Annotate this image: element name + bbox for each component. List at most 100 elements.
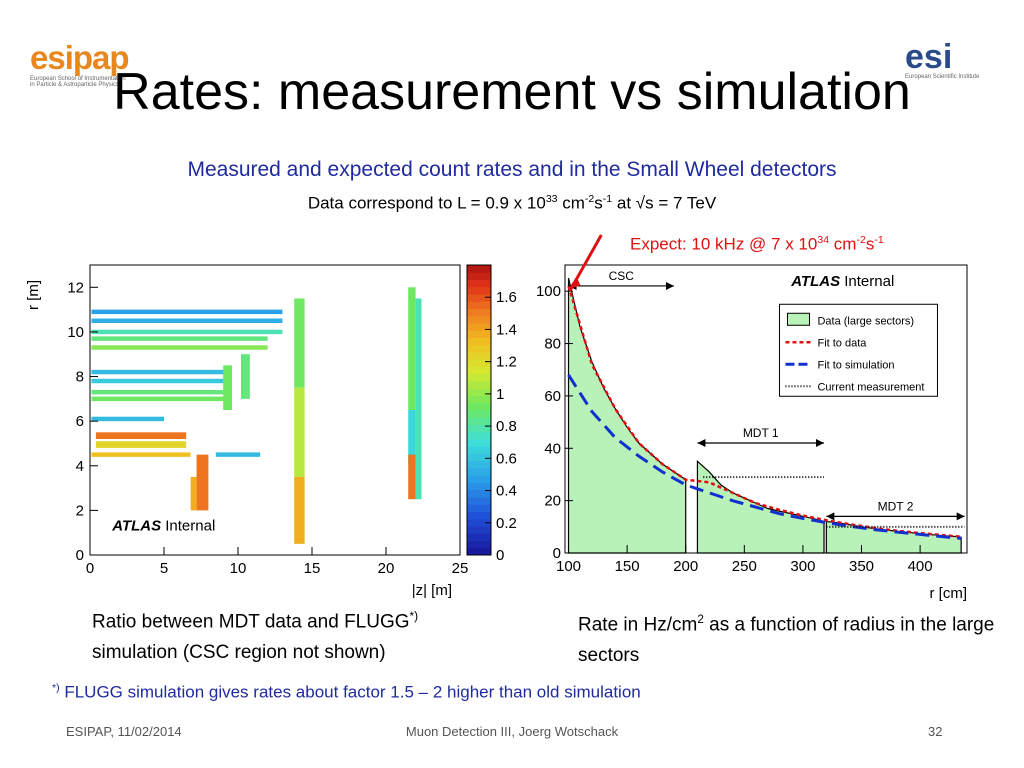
y-tick-label: 100 <box>536 283 561 300</box>
colorbar-segment <box>467 286 491 295</box>
colorbar-segment <box>467 373 491 382</box>
x-tick-label: 300 <box>790 558 815 575</box>
footnote-text: FLUGG simulation gives rates about facto… <box>59 682 641 702</box>
region-arrow-head <box>665 281 674 290</box>
colorbar-segment <box>467 294 491 302</box>
heatmap-cell <box>91 318 283 323</box>
lumi-exp2: -2 <box>584 193 595 205</box>
colorbar-segment <box>467 366 491 375</box>
colorbar-segment <box>467 381 491 389</box>
expect-exp1: 34 <box>817 234 830 246</box>
y-tick-label: 6 <box>76 413 84 430</box>
expect-annotation: Expect: 10 kHz @ 7 x 1034 cm-2s-1 <box>630 234 884 255</box>
colorbar-segment <box>467 475 491 483</box>
colorbar-tick-label: 1 <box>496 386 504 403</box>
heatmap-cell <box>91 369 231 375</box>
colorbar-segment <box>467 301 491 309</box>
heatmap-cell <box>95 432 187 439</box>
y-axis-label: r [m] <box>25 280 42 310</box>
y-tick-label: 0 <box>76 547 84 564</box>
expect-exp2: -2 <box>856 234 866 246</box>
colorbar-segment <box>467 497 491 505</box>
region-label: MDT 2 <box>878 499 914 513</box>
footnote: *) FLUGG simulation gives rates about fa… <box>52 682 641 703</box>
region-label: CSC <box>609 269 635 283</box>
heatmap-cell <box>91 378 231 384</box>
colorbar-segment <box>467 482 491 491</box>
colorbar-segment <box>467 344 491 353</box>
colorbar-segment <box>467 395 491 404</box>
colorbar-segment <box>467 402 491 411</box>
x-tick-label: 15 <box>304 560 321 577</box>
colorbar-segment <box>467 352 491 360</box>
colorbar-segment <box>467 540 491 549</box>
colorbar-segment <box>467 424 491 433</box>
x-tick-label: 100 <box>556 558 581 575</box>
right-caption-sup: 2 <box>697 613 704 626</box>
fit-to-simulation-line <box>567 374 962 540</box>
x-tick-label: 400 <box>908 558 933 575</box>
region-arrow-tail <box>697 439 706 448</box>
colorbar-segment <box>467 446 491 454</box>
esipap-logo-sub1: European School of Instrumentation <box>30 76 126 82</box>
expect-exp3: -1 <box>874 234 884 246</box>
colorbar-frame <box>466 264 492 556</box>
colorbar-tick-label: 1.6 <box>496 289 517 306</box>
colorbar-segment <box>467 265 491 273</box>
heatmap-cell <box>91 329 283 335</box>
heatmap-cell <box>223 365 233 410</box>
atlas-bold: ATLAS <box>111 517 161 534</box>
lumi-unit1: cm <box>557 193 585 213</box>
region-arrow-head <box>956 512 965 521</box>
heatmap-cell <box>91 345 268 350</box>
esi-logo-text: esi <box>905 38 953 76</box>
lumi-prefix: Data correspond to L = 0.9 x 10 <box>307 193 546 213</box>
colorbar-segment <box>467 453 491 462</box>
heatmap-cell <box>215 452 261 457</box>
legend-entry-label: Fit to data <box>817 337 867 349</box>
colorbar-segment <box>467 323 491 331</box>
legend-entry-label: Data (large sectors) <box>817 315 914 327</box>
y-tick-label: 0 <box>553 545 561 562</box>
atlas-bold: ATLAS <box>790 273 840 290</box>
rate-vs-radius-chart: CSC MDT 1 MDT 2 100 150 200 250 300 350 400 0 20 40 6… <box>536 234 968 602</box>
expect-arrow-head <box>568 276 581 289</box>
heatmap-cell <box>196 454 209 511</box>
x-axis-label: |z| [m] <box>412 582 452 599</box>
colorbar-segment <box>467 388 491 396</box>
x-tick-label: 5 <box>160 560 168 577</box>
esi-logo-sub: European Scientific Institute <box>905 74 980 80</box>
footnote-mark: *) <box>52 682 60 694</box>
colorbar-segment <box>467 308 491 317</box>
colorbar-segment <box>467 533 491 541</box>
colorbar-tick-label: 1.4 <box>496 321 517 338</box>
heatmap-cell <box>415 298 422 500</box>
heatmap-cell <box>91 396 231 402</box>
x-tick-label: 10 <box>230 560 247 577</box>
region-arrow-head <box>816 439 825 448</box>
x-tick-label: 250 <box>732 558 757 575</box>
colorbar-segment <box>467 489 491 498</box>
x-tick-label: 200 <box>673 558 698 575</box>
colorbar-segment <box>467 504 491 512</box>
heatmap-cell <box>294 476 305 544</box>
y-tick-label: 40 <box>544 440 561 457</box>
y-tick-label: 12 <box>67 279 84 296</box>
left-caption-sup: *) <box>409 610 419 623</box>
y-tick-label: 4 <box>76 458 84 475</box>
expect-unit1: cm <box>829 234 857 254</box>
slide-subtitle: Measured and expected count rates and in… <box>187 158 837 181</box>
x-tick-label: 25 <box>452 560 469 577</box>
x-tick-label: 20 <box>378 560 395 577</box>
heatmap-cell <box>91 389 231 395</box>
colorbar-segment <box>467 439 491 447</box>
footer-date: ESIPAP, 11/02/2014 <box>66 724 182 739</box>
x-tick-label: 150 <box>615 558 640 575</box>
left-chart-caption: Ratio between MDT data and FLUGG*) simula… <box>92 601 522 668</box>
region-arrow-tail <box>826 512 835 521</box>
heatmap-cell <box>408 287 416 410</box>
heatmap-cell <box>240 354 250 399</box>
colorbar-tick-label: 0.4 <box>496 483 517 500</box>
colorbar-segment <box>467 460 491 469</box>
colorbar-tick-label: 0.6 <box>496 450 517 467</box>
